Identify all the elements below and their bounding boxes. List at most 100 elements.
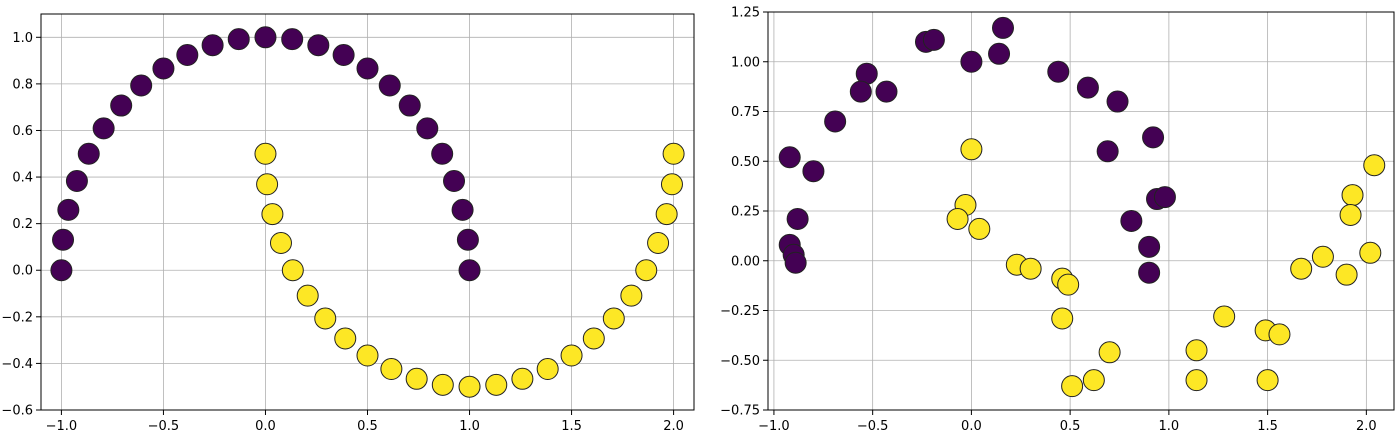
data-point-yellow-42 bbox=[1256, 369, 1279, 392]
data-point-purple-10 bbox=[802, 160, 825, 183]
scatter-panel-moons-noisy: −1.0 −0.5 0.0 0.5 1.0 1.5 2.0 −0.75 −0.50 −0.25 0.… bbox=[700, 0, 1400, 440]
data-point-purple-6 bbox=[398, 94, 421, 117]
data-point-purple-13 bbox=[227, 28, 250, 51]
y-tick-label-8: 1.0 bbox=[12, 31, 33, 46]
data-point-yellow-34 bbox=[1098, 341, 1121, 364]
data-point-purple-4 bbox=[431, 142, 454, 165]
data-point-yellow-25 bbox=[254, 142, 277, 165]
data-point-purple-12 bbox=[254, 26, 277, 49]
data-point-purple-14 bbox=[784, 251, 807, 274]
data-point-yellow-40 bbox=[536, 358, 559, 381]
data-point-purple-1 bbox=[456, 228, 479, 251]
data-point-yellow-41 bbox=[560, 344, 583, 367]
data-point-yellow-46 bbox=[647, 231, 670, 254]
data-points bbox=[778, 16, 1386, 398]
data-point-yellow-38 bbox=[1185, 369, 1208, 392]
y-tick-label-3: 0.0 bbox=[12, 264, 33, 279]
data-point-yellow-37 bbox=[458, 375, 481, 398]
data-point-purple-22 bbox=[1120, 209, 1143, 232]
data-point-yellow-39 bbox=[1213, 305, 1236, 328]
x-tick-label-2: 0.0 bbox=[961, 419, 982, 434]
data-point-yellow-32 bbox=[334, 327, 357, 350]
y-tick-label-6: 0.6 bbox=[12, 124, 33, 139]
data-point-yellow-26 bbox=[256, 173, 279, 196]
y-tick-label-2: −0.2 bbox=[1, 310, 33, 325]
scatter-chart-moons-clean: −1.0 −0.5 0.0 0.5 1.0 1.5 2.0 −0.6 −0.4 −0.2 0.0 0.… bbox=[1, 13, 695, 434]
data-point-yellow-30 bbox=[1019, 257, 1042, 280]
data-point-purple-19 bbox=[92, 117, 115, 140]
x-tick-label-1: −0.5 bbox=[148, 419, 180, 434]
data-point-yellow-28 bbox=[968, 217, 991, 240]
y-tick-label-0: −0.6 bbox=[1, 404, 33, 419]
data-point-purple-21 bbox=[65, 170, 88, 193]
x-tick-label-6: 2.0 bbox=[663, 419, 684, 434]
y-tick-label-4: 0.25 bbox=[731, 205, 760, 220]
data-point-purple-3 bbox=[988, 42, 1011, 65]
x-tick-label-1: −0.5 bbox=[857, 419, 889, 434]
data-point-yellow-48 bbox=[660, 173, 683, 196]
data-point-purple-19 bbox=[1096, 140, 1119, 163]
data-point-yellow-35 bbox=[1061, 375, 1084, 398]
data-point-purple-7 bbox=[378, 74, 401, 97]
data-point-purple-9 bbox=[778, 146, 801, 169]
data-point-yellow-36 bbox=[1082, 369, 1105, 392]
x-tick-label-3: 0.5 bbox=[1060, 419, 1081, 434]
data-point-yellow-36 bbox=[431, 373, 454, 396]
y-tick-label-0: −0.75 bbox=[720, 404, 760, 419]
data-point-purple-7 bbox=[875, 80, 898, 103]
data-point-purple-4 bbox=[960, 50, 983, 73]
data-point-yellow-39 bbox=[511, 367, 534, 390]
data-point-yellow-48 bbox=[1359, 241, 1382, 264]
data-point-yellow-43 bbox=[602, 307, 625, 330]
data-point-yellow-49 bbox=[662, 142, 685, 165]
y-tick-label-4: 0.2 bbox=[12, 217, 33, 232]
data-point-yellow-37 bbox=[1185, 339, 1208, 362]
data-point-yellow-47 bbox=[655, 203, 678, 226]
x-tick-label-5: 1.5 bbox=[561, 419, 582, 434]
data-point-purple-17 bbox=[1106, 90, 1129, 113]
data-point-purple-0 bbox=[458, 259, 481, 282]
data-point-purple-15 bbox=[176, 43, 199, 66]
data-point-purple-1 bbox=[922, 28, 945, 51]
data-point-purple-5 bbox=[416, 117, 439, 140]
y-tick-label-5: 0.50 bbox=[731, 155, 760, 170]
data-point-purple-22 bbox=[57, 198, 80, 221]
x-tick-label-0: −1.0 bbox=[46, 419, 78, 434]
data-point-yellow-25 bbox=[960, 138, 983, 161]
data-point-purple-23 bbox=[52, 228, 75, 251]
data-point-purple-8 bbox=[824, 110, 847, 133]
scatter-panel-moons-clean: −1.0 −0.5 0.0 0.5 1.0 1.5 2.0 −0.6 −0.4 −0.2 0.0 0.… bbox=[0, 0, 700, 440]
x-tick-label-0: −1.0 bbox=[758, 419, 790, 434]
x-tick-label-4: 1.0 bbox=[459, 419, 480, 434]
data-point-purple-8 bbox=[356, 57, 379, 80]
data-point-purple-2 bbox=[451, 198, 474, 221]
data-point-purple-11 bbox=[786, 207, 809, 230]
x-axis: −1.0 −0.5 0.0 0.5 1.0 1.5 2.0 bbox=[758, 410, 1377, 434]
data-point-purple-20 bbox=[77, 142, 100, 165]
data-point-yellow-42 bbox=[582, 327, 605, 350]
data-point-yellow-49 bbox=[1363, 154, 1386, 177]
data-point-yellow-32 bbox=[1057, 273, 1080, 296]
data-point-purple-16 bbox=[152, 57, 175, 80]
data-point-yellow-33 bbox=[356, 344, 379, 367]
data-point-yellow-44 bbox=[620, 284, 643, 307]
y-tick-label-7: 1.00 bbox=[731, 55, 760, 70]
data-point-yellow-45 bbox=[635, 259, 658, 282]
data-point-yellow-34 bbox=[380, 358, 403, 381]
x-tick-label-6: 2.0 bbox=[1356, 419, 1377, 434]
data-point-purple-18 bbox=[110, 94, 133, 117]
data-point-purple-9 bbox=[332, 43, 355, 66]
y-tick-label-3: 0.00 bbox=[731, 254, 760, 269]
data-point-purple-24 bbox=[50, 259, 73, 282]
data-point-purple-14 bbox=[201, 34, 224, 57]
x-axis: −1.0 −0.5 0.0 0.5 1.0 1.5 2.0 bbox=[46, 410, 684, 434]
data-point-yellow-38 bbox=[485, 373, 508, 396]
data-point-purple-16 bbox=[1076, 76, 1099, 99]
data-point-purple-10 bbox=[307, 34, 330, 57]
data-point-yellow-30 bbox=[296, 284, 319, 307]
data-point-yellow-29 bbox=[281, 259, 304, 282]
y-tick-label-6: 0.75 bbox=[731, 105, 760, 120]
y-tick-label-2: −0.25 bbox=[720, 304, 760, 319]
data-point-purple-6 bbox=[849, 80, 872, 103]
y-axis: −0.75 −0.50 −0.25 0.00 0.25 0.50 0.75 1.00 1.25 bbox=[720, 6, 768, 419]
